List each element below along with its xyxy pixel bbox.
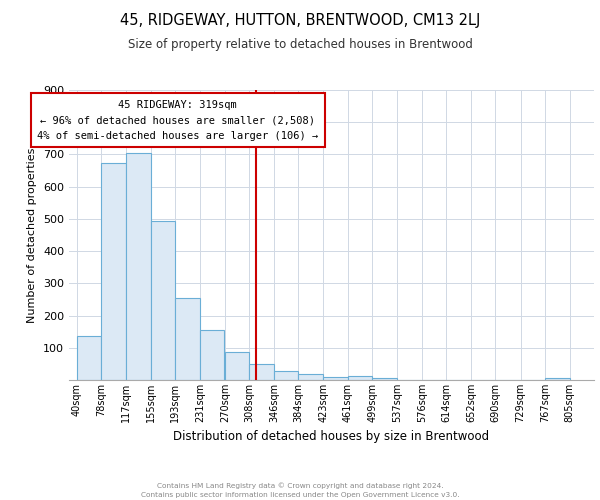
X-axis label: Distribution of detached houses by size in Brentwood: Distribution of detached houses by size …: [173, 430, 490, 444]
Bar: [373, 378, 397, 380]
Bar: [175, 298, 200, 380]
Bar: [101, 162, 125, 380]
Y-axis label: Number of detached properties: Number of detached properties: [28, 148, 37, 322]
Text: Size of property relative to detached houses in Brentwood: Size of property relative to detached ho…: [128, 38, 472, 51]
Bar: [545, 378, 569, 380]
Bar: [151, 222, 175, 380]
Bar: [323, 377, 348, 380]
Text: Contains HM Land Registry data © Crown copyright and database right 2024.
Contai: Contains HM Land Registry data © Crown c…: [140, 482, 460, 498]
Text: 45, RIDGEWAY, HUTTON, BRENTWOOD, CM13 2LJ: 45, RIDGEWAY, HUTTON, BRENTWOOD, CM13 2L…: [120, 12, 480, 28]
Bar: [127, 154, 151, 380]
Bar: [348, 376, 373, 380]
Bar: [298, 374, 323, 380]
Bar: [200, 330, 224, 380]
Bar: [77, 336, 101, 380]
Bar: [274, 371, 298, 380]
Bar: [250, 364, 274, 380]
Bar: [225, 352, 250, 380]
Text: 45 RIDGEWAY: 319sqm
← 96% of detached houses are smaller (2,508)
4% of semi-deta: 45 RIDGEWAY: 319sqm ← 96% of detached ho…: [37, 100, 319, 141]
